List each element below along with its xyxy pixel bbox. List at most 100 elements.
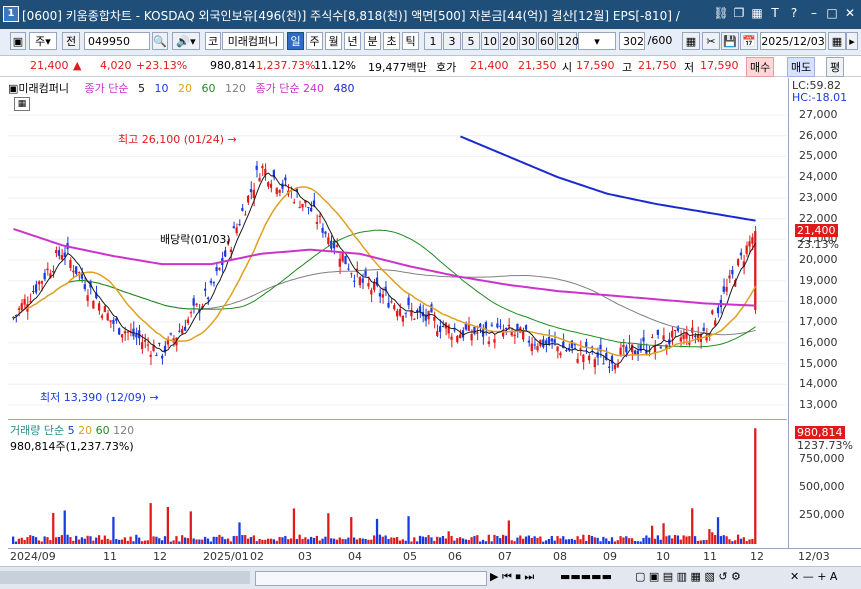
minimize-icon[interactable]: – [811, 6, 817, 20]
period-select[interactable]: 주▾ [29, 32, 57, 50]
scroll-track[interactable] [0, 571, 250, 584]
link-icon[interactable]: ⛓ [713, 6, 729, 20]
interval-10[interactable]: 10 [481, 32, 499, 50]
volume-bar [292, 508, 296, 544]
candle [470, 334, 473, 341]
period-tab-minute[interactable]: 분 [364, 32, 381, 50]
interval-60[interactable]: 60 [538, 32, 556, 50]
window-tile-icon[interactable]: ▦ [751, 6, 763, 20]
interval-30[interactable]: 30 [519, 32, 537, 50]
candle [310, 207, 313, 212]
zoom-buttons[interactable]: ✕ — + A [790, 570, 838, 583]
candle [318, 215, 321, 218]
close-icon[interactable]: ✕ [844, 6, 856, 20]
volume-bar [556, 536, 559, 544]
period-tab-week[interactable]: 주 [306, 32, 323, 50]
interval-120[interactable]: 120 [557, 32, 579, 50]
price-axis-tick: 15,000 [799, 356, 838, 370]
candle [602, 363, 605, 365]
legend-stock-name[interactable]: ▣미래컴퍼니 [8, 82, 70, 95]
volume-bar [653, 538, 657, 544]
date-axis-tick: 12/03 [798, 550, 830, 563]
pin-icon[interactable]: T [771, 6, 779, 20]
volume-bar [32, 535, 35, 544]
help-icon[interactable]: ? [790, 6, 798, 20]
display-count-input[interactable]: 302 [619, 32, 645, 50]
scroll-thumb[interactable] [255, 571, 487, 586]
candle [246, 195, 250, 203]
candle [112, 319, 115, 324]
period-tab-year[interactable]: 년 [344, 32, 361, 50]
candle [63, 252, 66, 258]
volume-bar [711, 532, 714, 544]
volume-bar [203, 536, 207, 544]
interval-3[interactable]: 3 [443, 32, 461, 50]
table-icon[interactable]: ▦ [14, 97, 30, 111]
scroll-nav-buttons[interactable]: ▶ ⏮ ⏹ ⏭ [490, 570, 535, 583]
candle [135, 334, 138, 338]
volume-bar [49, 540, 52, 544]
volume-bar [728, 539, 731, 544]
volume-bar [14, 541, 18, 544]
volume-bar [473, 536, 476, 544]
price-grid [8, 114, 787, 406]
chart-settings-icon[interactable]: ▣ [10, 32, 26, 50]
candle [731, 269, 734, 275]
tool-icon[interactable]: ✂ [702, 32, 720, 50]
ma240-line [13, 227, 756, 307]
candle [181, 329, 184, 334]
candle [301, 203, 304, 208]
candle [298, 206, 301, 208]
candle [97, 303, 101, 311]
calendar-icon[interactable]: 📅 [740, 32, 758, 50]
interval-20[interactable]: 20 [500, 32, 518, 50]
candle [696, 334, 700, 341]
speaker-icon[interactable]: 🔊▾ [172, 32, 200, 50]
volume-bar [29, 535, 32, 544]
volume-bar [619, 536, 622, 544]
volume-bar [736, 534, 740, 544]
chart-scroll-bar[interactable]: ▶ ⏮ ⏹ ⏭ ▬▬▬▬▬ ▢ ▣ ▤ ▥ ▦ ▧ ↺ ⚙ ✕ — + A [0, 566, 861, 589]
volume-bar [550, 536, 553, 544]
period-tab-tick[interactable]: 틱 [402, 32, 419, 50]
date-input[interactable]: 2025/12/03 [760, 32, 826, 50]
maximize-icon[interactable]: □ [826, 6, 838, 20]
zoom-slider[interactable]: ▬▬▬▬▬ [560, 570, 612, 583]
price-axis-tick: 26,000 [799, 128, 838, 142]
volume-bar [742, 537, 745, 544]
interval-1[interactable]: 1 [424, 32, 442, 50]
candle [375, 277, 379, 286]
stock-code-input[interactable]: 049950 [84, 32, 150, 50]
candle [479, 323, 482, 327]
candle [527, 340, 531, 343]
interval-5[interactable]: 5 [462, 32, 480, 50]
period-tab-day[interactable]: 일 [287, 32, 304, 50]
candle [742, 261, 745, 267]
eval-button[interactable]: 평 [826, 57, 845, 77]
candle [453, 329, 456, 331]
grid-icon[interactable]: ▦ [682, 32, 700, 50]
save-icon[interactable]: 💾 [721, 32, 739, 50]
window-restore-icon[interactable]: ❐ [733, 6, 745, 20]
volume-ma120: 120 [113, 424, 135, 437]
period-tab-month[interactable]: 월 [325, 32, 342, 50]
candle [716, 307, 720, 314]
volume-bar [493, 534, 496, 544]
candle [189, 312, 192, 314]
interval-select[interactable]: ▾ [578, 32, 616, 50]
toolbar-more-icon[interactable]: ▸ [846, 32, 858, 50]
candle [461, 330, 465, 338]
market-button[interactable]: 코 [205, 32, 221, 50]
period-tab-second[interactable]: 초 [383, 32, 400, 50]
volume-bar [330, 538, 333, 544]
volume-bar [12, 536, 15, 544]
view-mode-icons[interactable]: ▢ ▣ ▤ ▥ ▦ ▧ ↺ ⚙ [635, 570, 741, 583]
buy-button[interactable]: 매수 [746, 57, 775, 77]
sell-button[interactable]: 매도 [787, 57, 816, 77]
calendar-picker-icon[interactable]: ▦ [828, 32, 846, 50]
search-icon[interactable]: 🔍 [152, 32, 168, 50]
prev-button[interactable]: 전 [62, 32, 80, 50]
candle [195, 303, 198, 306]
candle [54, 250, 58, 254]
candle [705, 335, 708, 341]
